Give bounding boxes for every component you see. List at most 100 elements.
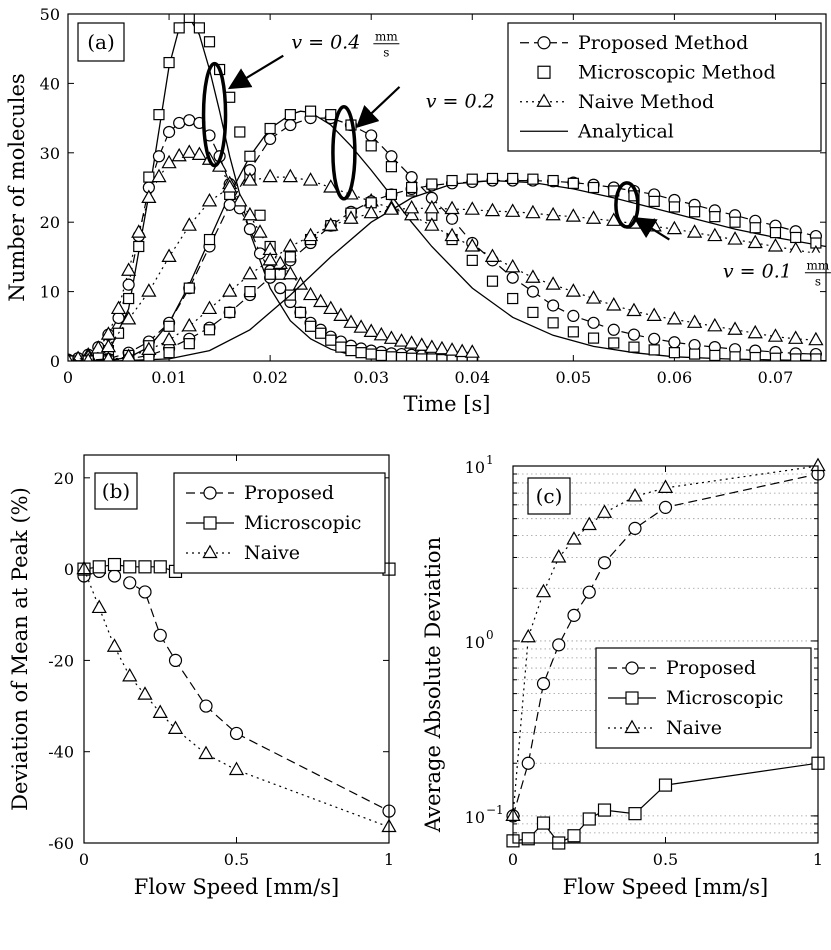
flow-group-0 xyxy=(68,14,480,361)
naive-point xyxy=(102,351,114,361)
microscopic-point xyxy=(203,324,216,336)
naive-point xyxy=(141,341,157,355)
microscopic-point xyxy=(527,173,539,185)
legend-item: Analytical xyxy=(520,120,674,142)
microscopic-point xyxy=(133,240,145,253)
naive-point xyxy=(403,206,420,221)
microscopic-point xyxy=(224,306,236,319)
proposed-point xyxy=(385,150,398,163)
microscopic-point xyxy=(648,195,660,207)
annotation-bg xyxy=(718,252,831,291)
legend-label: Naive xyxy=(244,542,300,564)
naive-point xyxy=(282,265,298,280)
naive-point xyxy=(666,220,683,235)
data-point xyxy=(628,807,642,821)
data-point xyxy=(521,832,535,846)
naive-point xyxy=(464,238,480,252)
proposed-point xyxy=(173,116,186,130)
y-axis-label: Deviation of Mean at Peak (%) xyxy=(8,487,32,811)
annotation-unit-den: s xyxy=(383,46,389,60)
annotation-arrow xyxy=(227,54,284,90)
x-axis-label: Time [s] xyxy=(404,392,491,416)
annotation-arrow xyxy=(633,217,670,241)
microscopic-point xyxy=(628,341,640,353)
microscopic-point xyxy=(648,344,660,356)
microscopic-point xyxy=(294,306,307,319)
microscopic-point xyxy=(507,172,519,185)
naive-point xyxy=(282,238,298,252)
y-tick-label: 20 xyxy=(54,469,74,488)
naive-point xyxy=(323,179,339,193)
naive-point xyxy=(727,231,743,245)
legend-item: Microscopic xyxy=(608,687,783,709)
microscopic-point xyxy=(264,122,276,135)
panel-label: (c) xyxy=(536,484,563,508)
naive-point xyxy=(110,300,127,315)
microscopic-point xyxy=(183,338,195,350)
naive-point xyxy=(808,331,824,346)
microscopic-point xyxy=(123,292,135,305)
naive-point xyxy=(585,210,602,224)
microscopic-point xyxy=(466,173,478,185)
microscopic-point xyxy=(244,150,256,162)
naive-point xyxy=(363,323,379,337)
annotation-unit-num: mm xyxy=(807,259,830,273)
series-naive xyxy=(505,457,826,821)
microscopic-point xyxy=(254,209,266,221)
proposed-point xyxy=(112,311,125,325)
microscopic-point xyxy=(355,347,367,359)
proposed-point xyxy=(567,309,580,322)
microscopic-point xyxy=(163,320,175,332)
naive-point xyxy=(747,234,763,249)
annotation-text: v = 0.4 xyxy=(291,32,360,54)
microscopic-point xyxy=(527,306,539,319)
naive-point xyxy=(302,172,319,186)
y-tick-label: -40 xyxy=(48,743,74,762)
microscopic-point xyxy=(709,211,721,223)
naive-point xyxy=(242,206,258,221)
naive-point xyxy=(686,224,703,238)
naive-point xyxy=(333,307,349,321)
data-point xyxy=(137,686,153,700)
naive-point xyxy=(666,310,683,325)
naive-point xyxy=(646,307,662,321)
proposed-point xyxy=(627,328,641,341)
microscopic-point xyxy=(729,216,741,228)
naive-point xyxy=(424,199,440,214)
y-tick-label: 50 xyxy=(40,5,60,24)
y-tick-label: 0 xyxy=(50,352,60,371)
data-point xyxy=(552,638,566,652)
data-point xyxy=(582,585,596,599)
x-axis-label: Flow Speed [mm/s] xyxy=(134,875,339,899)
panel-label: (a) xyxy=(87,30,115,54)
naive-point xyxy=(747,324,763,339)
proposed-point xyxy=(284,118,297,132)
legend-label: Microscopic xyxy=(244,512,361,534)
naive-line xyxy=(68,176,816,361)
naive-point xyxy=(383,201,400,215)
microscopic-point xyxy=(183,282,195,294)
naive-point xyxy=(727,321,743,335)
naive-point xyxy=(323,217,339,231)
data-point xyxy=(138,560,152,574)
data-point xyxy=(596,504,613,518)
naive-point xyxy=(121,310,137,325)
naive-point xyxy=(707,317,723,332)
data-point xyxy=(551,549,567,563)
highlight-ellipse xyxy=(201,61,228,168)
microscopic-point xyxy=(507,292,519,305)
microscopic-point xyxy=(315,327,327,339)
naive-point xyxy=(121,348,136,361)
naive-point xyxy=(403,335,420,349)
naive-point xyxy=(454,343,470,358)
legend-marker-circle xyxy=(537,36,551,50)
legend-marker-triangle xyxy=(536,93,552,107)
series-microscopic xyxy=(506,756,825,850)
naive-point xyxy=(222,283,238,297)
naive-point xyxy=(282,168,298,183)
proposed-point xyxy=(526,285,540,298)
panel-label-box xyxy=(77,22,125,62)
naive-point xyxy=(565,283,581,297)
microscopic-point xyxy=(547,317,559,329)
